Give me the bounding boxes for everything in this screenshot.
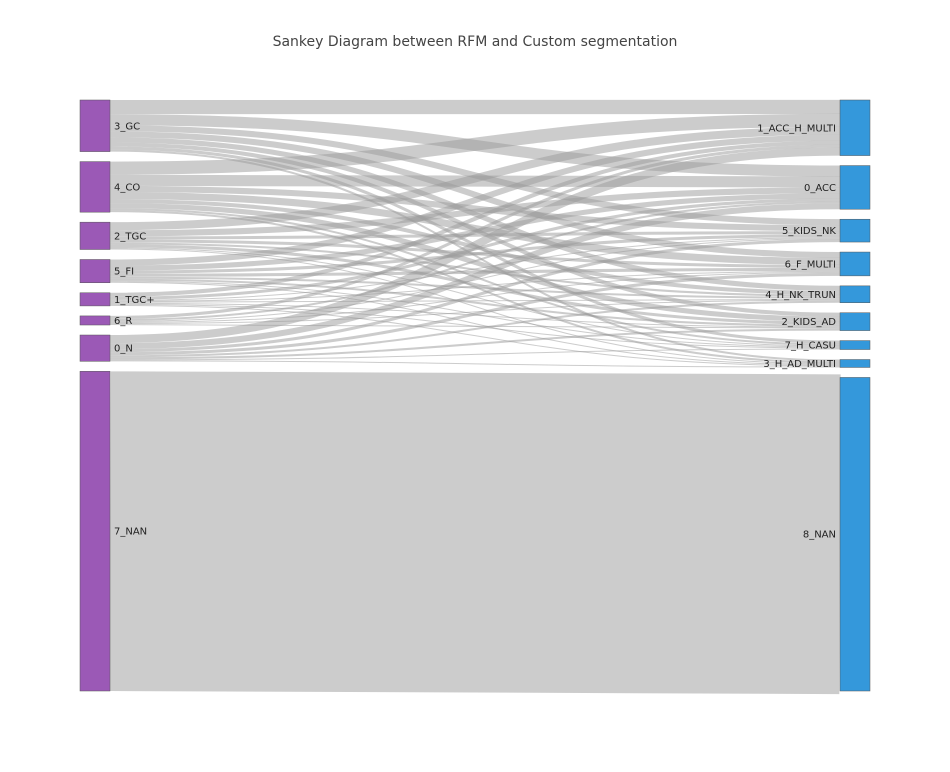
sankey-node-label: 0_ACC — [804, 183, 836, 194]
sankey-node-label: 1_TGC+ — [114, 295, 155, 306]
sankey-link — [109, 239, 841, 353]
sankey-node-label: 8_NAN — [803, 530, 836, 541]
sankey-link — [109, 278, 841, 327]
sankey-link — [109, 272, 841, 356]
sankey-node — [79, 292, 111, 307]
sankey-node — [839, 251, 871, 277]
sankey-node — [839, 285, 871, 303]
sankey-link — [109, 267, 841, 277]
sankey-link — [109, 144, 841, 319]
sankey-node-label: 7_NAN — [114, 527, 147, 538]
sankey-node — [79, 161, 111, 213]
sankey-link — [109, 140, 841, 297]
sankey-node-label: 3_GC — [114, 121, 140, 132]
sankey-link — [109, 191, 841, 266]
chart-title: Sankey Diagram between RFM and Custom se… — [272, 34, 678, 50]
sankey-node — [79, 334, 111, 362]
sankey-link — [109, 348, 841, 361]
sankey-node-label: 2_KIDS_AD — [782, 317, 837, 328]
sankey-link — [109, 298, 841, 303]
sankey-node — [79, 371, 111, 692]
sankey-node-label: 0_N — [114, 344, 133, 355]
sankey-link — [109, 113, 841, 175]
sankey-node-label: 3_H_AD_MULTI — [763, 359, 836, 370]
sankey-node-label: 5_FI — [114, 267, 134, 278]
sankey-link — [109, 185, 841, 232]
sankey-node — [839, 218, 871, 243]
sankey-link — [109, 371, 841, 695]
sankey-link — [109, 328, 841, 360]
sankey-node — [839, 377, 871, 692]
sankey-links — [109, 99, 841, 695]
sankey-node — [839, 165, 871, 210]
sankey-node — [79, 99, 111, 152]
sankey-link — [109, 242, 841, 297]
sankey-link — [109, 126, 841, 231]
sankey-node-label: 5_KIDS_NK — [782, 226, 836, 237]
sankey-link — [109, 237, 841, 301]
sankey-link — [109, 299, 841, 325]
sankey-link — [109, 360, 841, 368]
sankey-node — [839, 312, 871, 331]
sankey-link — [109, 231, 841, 240]
sankey-link — [109, 238, 841, 322]
sankey-node-label: 7_H_CASU — [785, 341, 836, 352]
sankey-labels: 3_GC 4_CO 2_TGC 5_FI 1_TGC+ 6_R 0_N 7_NAN 1_ACC_… — [114, 121, 836, 540]
sankey-node-label: 6_R — [114, 316, 132, 327]
sankey-node-label: 2_TGC — [114, 231, 146, 242]
sankey-link — [109, 234, 841, 274]
sankey-node — [79, 315, 111, 326]
sankey-nodes — [79, 99, 871, 692]
sankey-link — [109, 300, 841, 358]
sankey-node — [79, 221, 111, 250]
sankey-link — [109, 271, 841, 323]
sankey-link — [109, 187, 841, 237]
sankey-link — [109, 201, 841, 321]
sankey-node-label: 4_CO — [114, 182, 140, 193]
sankey-link — [109, 270, 841, 302]
sankey-link — [109, 203, 841, 350]
sankey-node-label: 4_H_NK_TRUN — [765, 290, 836, 301]
sankey-node — [839, 359, 871, 368]
sankey-node — [839, 340, 871, 350]
sankey-node-label: 6_F_MULTI — [785, 259, 836, 270]
sankey-node — [79, 259, 111, 284]
sankey-node — [839, 99, 871, 156]
sankey-link — [109, 134, 841, 266]
sankey-link — [109, 244, 841, 325]
sankey-link — [109, 147, 841, 344]
sankey-link — [109, 203, 841, 322]
sankey-node-label: 1_ACC_H_MULTI — [757, 123, 836, 134]
sankey-link — [109, 276, 841, 299]
